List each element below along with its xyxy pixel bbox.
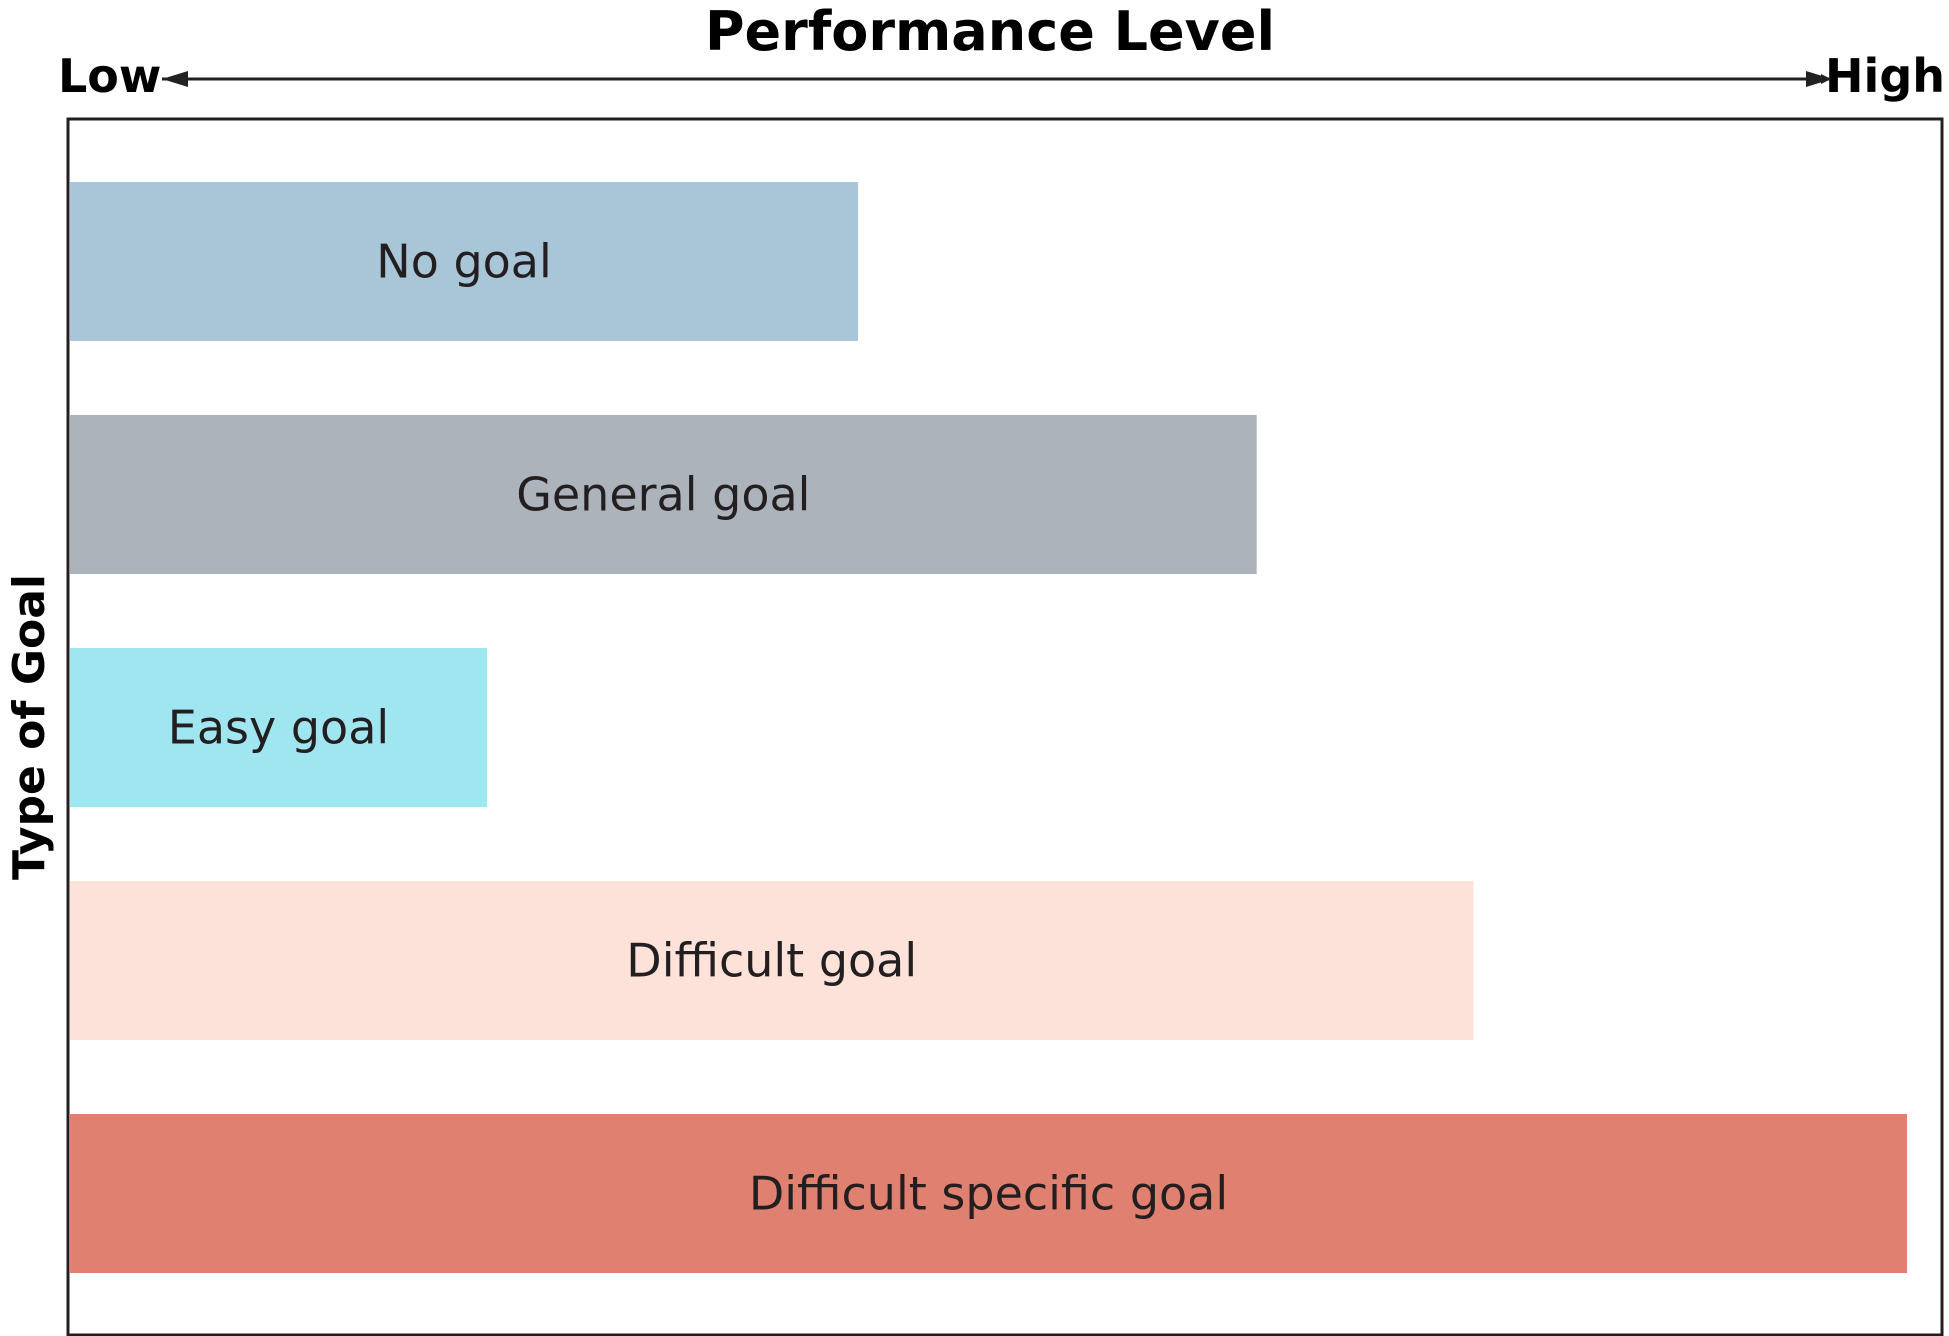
bar-label-general-goal: General goal (516, 468, 810, 522)
arrowhead-right-icon (1806, 71, 1832, 87)
chart-title: Performance Level (705, 0, 1275, 63)
bar-difficult-specific-goal (70, 1114, 1907, 1273)
bar-label-no-goal: No goal (376, 235, 552, 289)
y-axis-label: Type of Goal (4, 574, 55, 880)
bar-general-goal (70, 415, 1257, 574)
axis-high-label: High (1825, 49, 1945, 103)
axis-low-label: Low (58, 49, 161, 103)
bar-label-easy-goal: Easy goal (168, 701, 389, 755)
bars-group: No goal General goal Easy goal Difficult go… (70, 182, 1907, 1273)
bar-no-goal (70, 182, 859, 341)
bar-easy-goal (70, 648, 487, 807)
bar-label-difficult-specific-goal: Difficult specific goal (749, 1167, 1228, 1221)
plot-frame (66, 117, 1944, 1336)
bar-difficult-goal (70, 881, 1474, 1040)
bar-label-difficult-goal: Difficult goal (626, 934, 917, 988)
arrowhead-left-icon (162, 71, 188, 87)
